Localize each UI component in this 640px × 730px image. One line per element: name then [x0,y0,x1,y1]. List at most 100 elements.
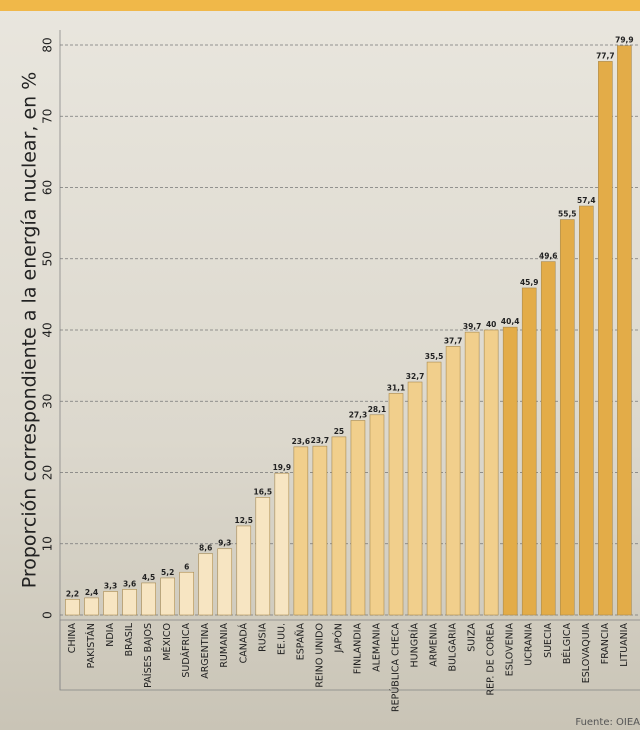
x-tick-label: EE.UU. [276,623,287,655]
value-label: 40 [486,320,496,329]
bar [65,599,80,616]
value-label: 31,1 [387,383,406,392]
value-label: 57,4 [577,196,596,205]
x-tick-label: REPÚBLICA CHECA [390,623,402,712]
bar [388,393,404,616]
bar [579,205,594,616]
value-label: 37,7 [444,336,463,345]
x-tick-label: ALEMANIA [371,623,382,672]
bar [179,571,194,616]
x-tick-label: REINO UNIDO [314,623,325,688]
value-label: 2,4 [85,588,98,597]
value-label: 8,6 [199,544,212,553]
value-label: 12,5 [235,516,254,525]
bar [122,589,137,616]
x-tick-label: FINLANDIA [352,623,363,675]
value-label: 3,3 [104,581,117,590]
bar [160,577,175,616]
value-label: 55,5 [558,210,577,219]
value-label: 40,4 [501,317,520,326]
bar [540,261,556,616]
x-tick-label: JAPÓN [332,623,344,653]
x-tick-label: UCRANIA [524,623,535,666]
y-axis-label: Proporción correspondiente a la energía … [19,72,41,589]
bar [483,329,499,616]
bar [274,472,290,616]
bar [217,548,233,616]
y-tick-label: 60 [41,180,55,195]
bar [236,525,252,616]
y-tick-label: 70 [41,109,55,124]
x-tick-label: BULGARIA [448,623,459,672]
value-label: 45,9 [520,278,539,287]
bar [559,219,575,616]
value-label: 39,7 [463,322,482,331]
bar [331,436,347,616]
bar [502,326,518,616]
x-tick-label: SUIZA [467,623,478,652]
x-tick-label: HUNGRÍA [409,623,421,668]
bar [350,420,366,616]
value-label: 28,1 [368,405,387,414]
bar [369,414,385,616]
x-tick-label: SUDÁFRICA [180,623,192,678]
y-tick-label: 80 [41,37,55,52]
value-label: 2,2 [66,589,79,598]
value-label: 4,5 [142,573,155,582]
y-tick-label: 20 [41,465,55,480]
x-tick-label: CHINA [67,623,78,654]
x-tick-label: BRASIL [124,622,135,656]
value-label: 25 [334,427,344,436]
x-tick-label: MÉXICO [161,623,173,661]
bar [198,553,214,616]
value-label: 77,7 [596,51,615,60]
x-tick-label: LITUANIA [619,623,630,667]
x-tick-label: ARMENIA [429,623,440,667]
value-label: 16,5 [254,487,273,496]
x-tick-label: PAKISTÁN [85,623,97,668]
value-label: 9,3 [218,539,231,548]
bar [255,497,271,616]
value-label: 5,2 [161,568,174,577]
top-band [0,0,640,11]
bar [103,591,118,616]
value-label: 79,9 [615,36,634,45]
x-tick-label: RUMANIA [219,623,230,668]
x-tick-label: ESPAÑA [295,623,306,661]
x-tick-label: BÉLGICA [561,623,573,665]
bar [141,582,156,616]
y-tick-label: 30 [41,394,55,409]
bar [445,346,461,616]
value-label: 3,6 [123,579,136,588]
bar [617,45,632,616]
value-label: 19,9 [273,463,292,472]
value-label: 35,5 [425,352,444,361]
bar [84,597,99,616]
bar [598,61,613,616]
x-tick-label: PAÍSES BAJOS [142,623,154,688]
x-tick-label: FRANCIA [600,623,611,665]
x-tick-label: SUECIA [543,623,554,658]
bar [426,361,442,616]
bar [521,287,537,616]
bar [293,446,309,616]
bar [464,331,480,616]
x-tick-label: ESLOVAQUIA [581,623,592,684]
y-tick-label: 50 [41,251,55,266]
x-tick-label: RUSIA [257,623,268,652]
bar [312,445,328,616]
x-tick-label: ESLOVENIA [505,623,516,677]
value-label: 23,6 [292,437,311,446]
y-tick-label: 40 [41,322,55,337]
y-tick-label: 10 [41,536,55,551]
source: Fuente: OIEA [575,717,640,728]
x-tick-label: ARGENTINA [200,623,211,679]
x-tick-label: REP. DE COREA [486,623,497,696]
value-label: 32,7 [406,372,425,381]
bar [407,381,423,616]
value-label: 49,6 [539,252,558,261]
value-label: 27,3 [349,410,368,419]
value-label: 6 [184,562,189,571]
x-tick-label: NDIA [105,623,116,647]
